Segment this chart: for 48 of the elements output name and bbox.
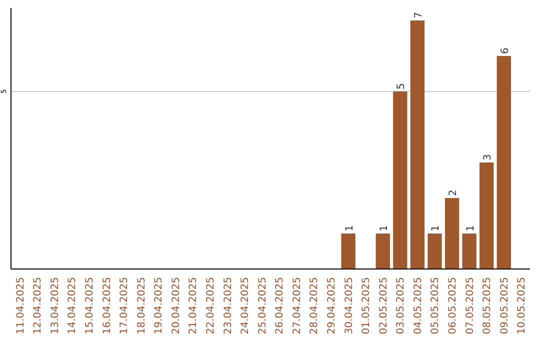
x-tick-label: 18.04.2025 [136,277,148,334]
x-tick-label: 09.05.2025 [499,277,510,334]
bar [428,233,442,269]
x-tick-label: 26.04.2025 [274,277,286,334]
bar [376,233,390,269]
x-tick-label: 20.04.2025 [170,277,182,334]
x-tick-label: 12.04.2025 [32,277,44,334]
bar [444,198,460,269]
bar [462,233,476,269]
x-tick-label: 03.05.2025 [396,277,407,334]
data-label: 1 [465,225,476,232]
x-tick-label: 24.04.2025 [240,277,252,334]
x-tick-label: 19.04.2025 [154,277,165,334]
x-tick-label: 13.04.2025 [50,277,61,334]
x-tick-label: 11.04.2025 [15,277,26,334]
x-tick-label: 29.04.2025 [326,277,338,334]
x-tick-label: 30.04.2025 [344,277,355,334]
x-tick-label: 28.04.2025 [309,277,320,334]
x-tick-label: 07.05.2025 [464,277,476,334]
data-label: 1 [378,225,390,232]
data-label: 2 [448,190,460,196]
x-tick-label: 02.05.2025 [378,277,390,334]
x-tick-label: 22.04.2025 [205,277,216,334]
x-tick-label: 23.04.2025 [222,277,234,334]
x-tick-label: 01.05.2025 [361,277,372,334]
x-tick-label: 05.05.2025 [430,277,442,334]
bar [341,233,356,269]
bar [496,56,511,269]
data-label: 3 [482,154,494,160]
bar [480,162,494,269]
x-tick-label: 10.05.2025 [516,277,528,334]
data-label: 1 [430,225,442,232]
x-tick-label: 08.05.2025 [482,277,494,334]
x-tick-label: 04.05.2025 [412,277,424,334]
x-tick-label: 27.04.2025 [292,277,303,334]
x-tick-label: 16.04.2025 [102,277,113,334]
bar [393,91,408,269]
data-label: 7 [413,12,424,18]
data-label: 5 [396,83,408,90]
x-tick-label: 21.04.2025 [188,277,200,334]
x-tick-label: 15.04.2025 [84,277,96,334]
data-label: 1 [344,225,356,232]
x-tick-label: 25.04.2025 [257,277,268,334]
bar [410,20,425,269]
data-label: 6 [500,48,511,54]
x-tick-label: 06.05.2025 [448,277,459,334]
x-tick-label: 14.04.2025 [67,277,78,334]
x-tick-label: 17.04.2025 [119,277,130,334]
